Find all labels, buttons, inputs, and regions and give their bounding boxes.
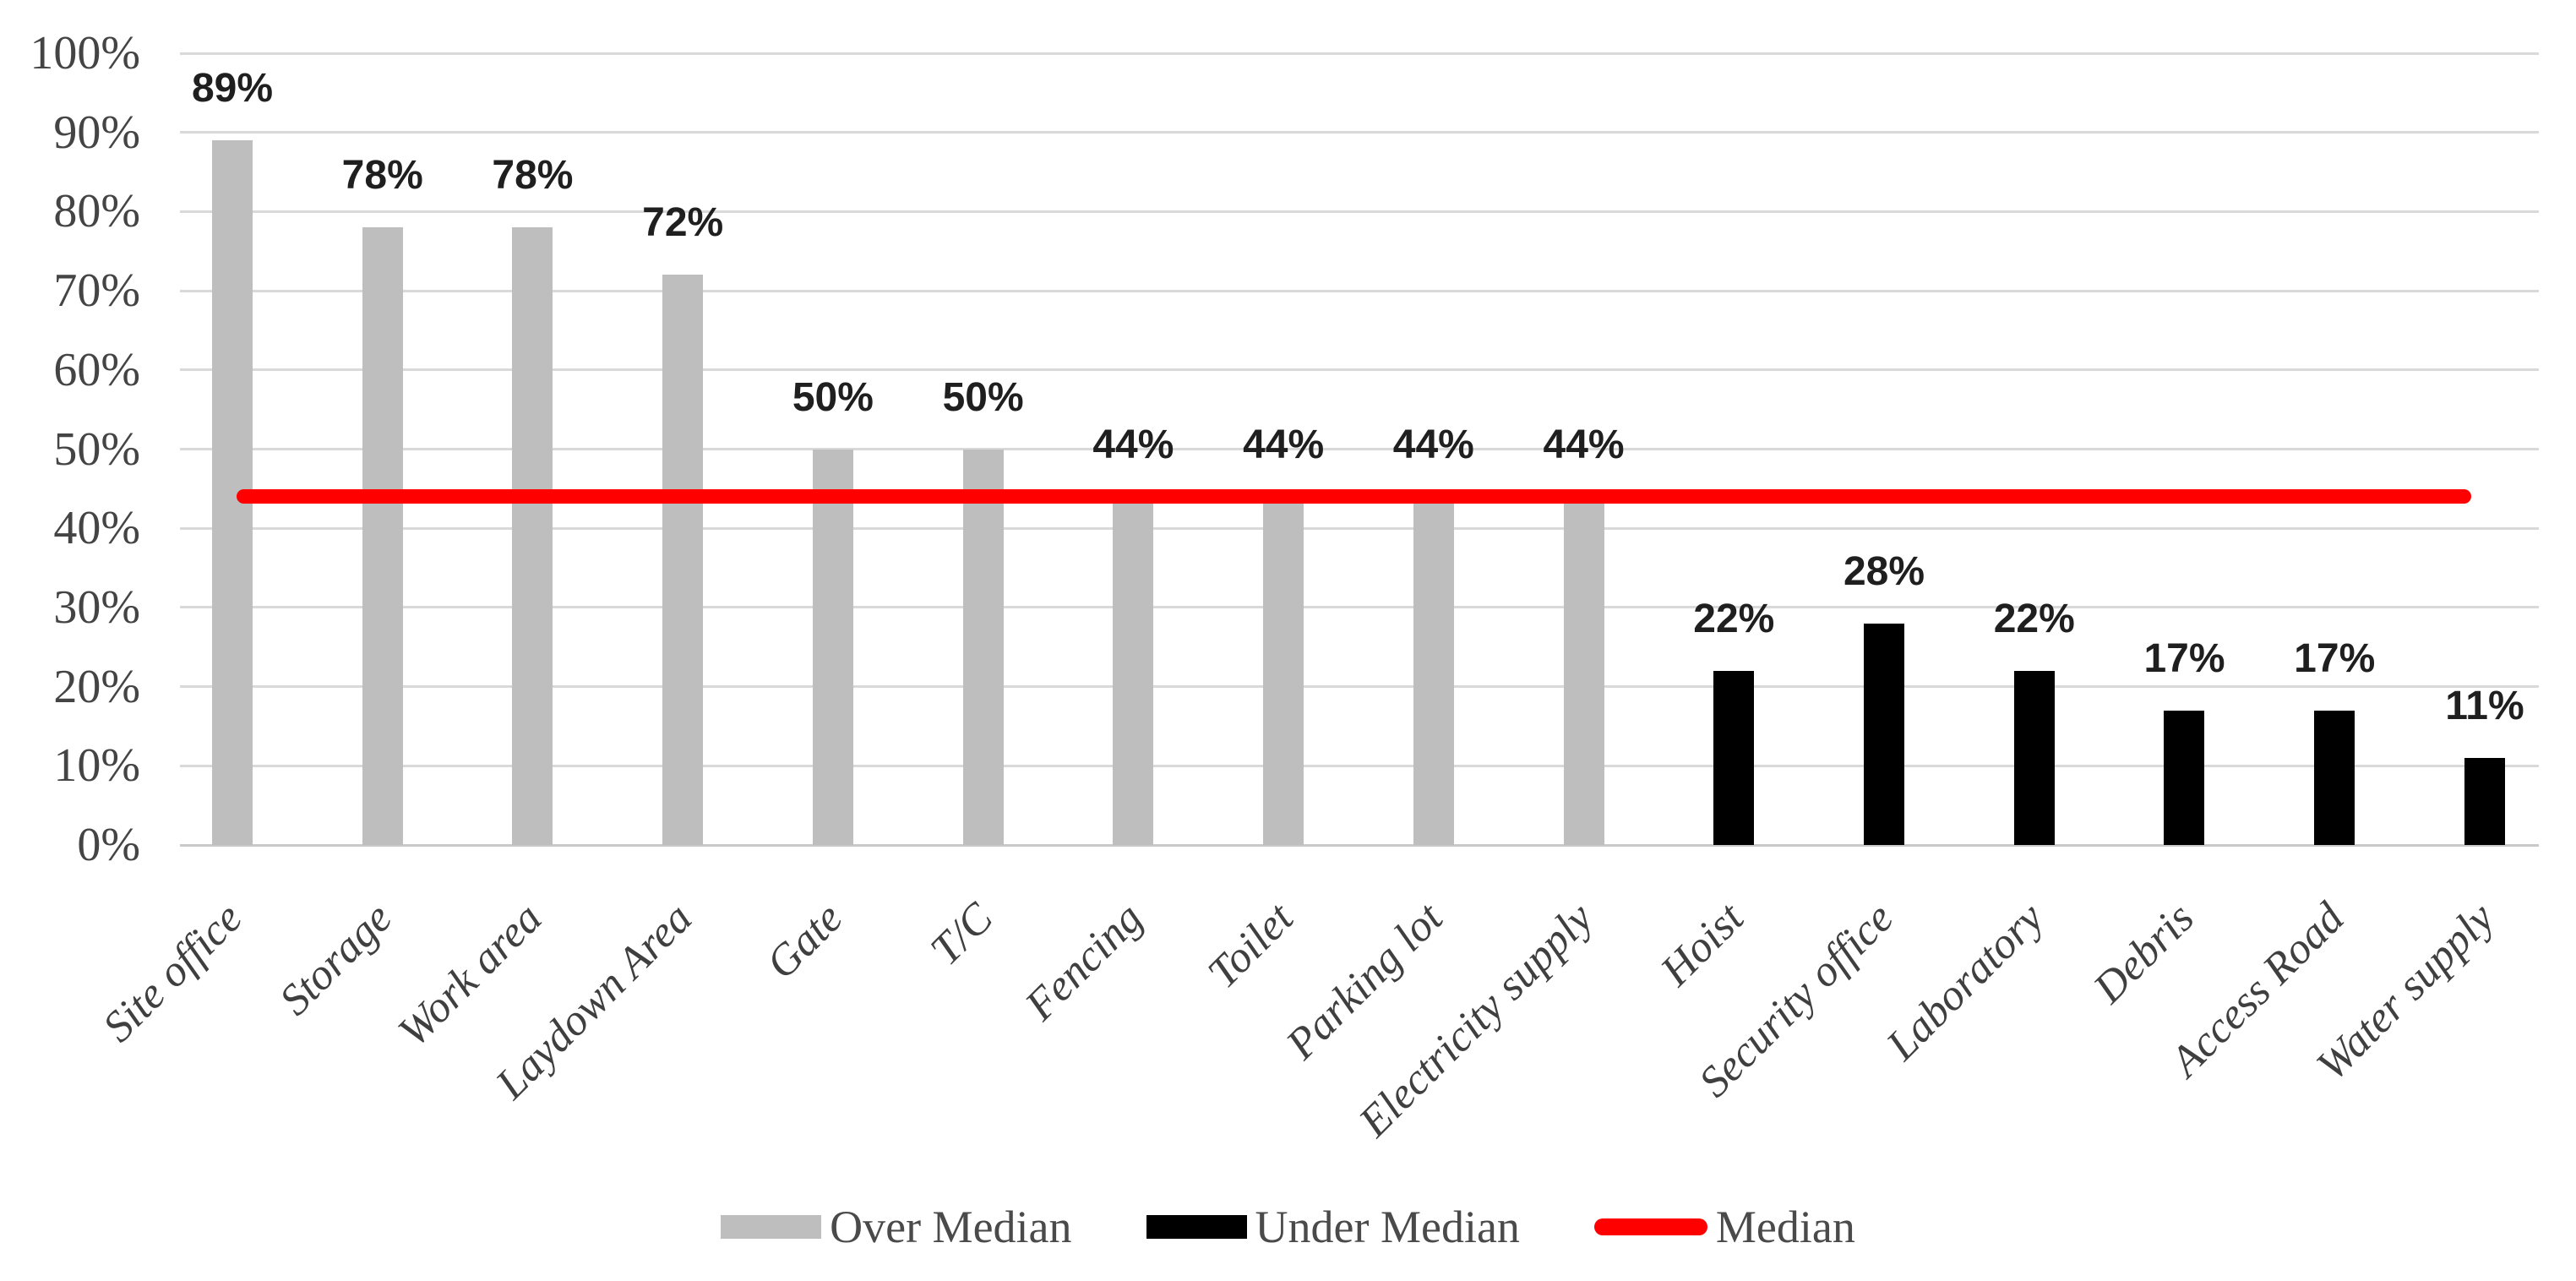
y-tick-label: 80% <box>53 185 140 238</box>
bar-value-label: 28% <box>1843 548 1925 594</box>
bar-work-area <box>512 227 553 845</box>
bar-security-office <box>1864 623 1905 845</box>
bar-electricity-supply <box>1563 496 1604 845</box>
y-tick-label: 30% <box>53 581 140 634</box>
bar-storage <box>362 227 403 845</box>
bar-t-c <box>962 449 1004 845</box>
bar-gate <box>812 449 853 845</box>
y-tick-label: 90% <box>53 106 140 159</box>
bar-value-label: 11% <box>2445 683 2524 728</box>
grid-line <box>180 764 2539 767</box>
grid-line <box>180 131 2539 134</box>
grid-line <box>180 289 2539 292</box>
y-tick-label: 60% <box>53 343 140 396</box>
median-line-swatch-icon <box>1593 1218 1707 1235</box>
x-category-label: Toilet <box>1198 893 1303 998</box>
bar-value-label: 17% <box>2294 635 2376 681</box>
y-tick-label: 10% <box>53 739 140 793</box>
legend-item-over-median: Over Median <box>721 1202 1072 1252</box>
bar-value-label: 78% <box>341 153 423 199</box>
bar-value-label: 50% <box>792 374 874 420</box>
x-category-label: Work area <box>389 893 552 1056</box>
plot-area: 89% 78% 78% 72% 50% 50% 44% 44% 44% 44% 22% 28% 22% 1… <box>180 52 2539 847</box>
grid-line <box>180 52 2539 55</box>
bar-value-label: 44% <box>1543 422 1625 467</box>
bar-value-label: 17% <box>2143 635 2225 681</box>
bar-debris <box>2164 710 2205 845</box>
y-tick-label: 50% <box>53 422 140 476</box>
bar-parking-lot <box>1413 496 1454 845</box>
over-median-swatch-icon <box>721 1215 822 1239</box>
x-category-label: Hoist <box>1651 893 1753 995</box>
bar-value-label: 50% <box>942 374 1024 420</box>
grid-line <box>180 685 2539 689</box>
bar-value-label: 44% <box>1243 422 1325 467</box>
median-line <box>237 489 2471 504</box>
bar-laboratory <box>2013 670 2055 845</box>
bar-value-label: 22% <box>1693 596 1775 641</box>
x-category-label: Gate <box>757 893 852 989</box>
bar-value-label: 22% <box>1993 596 2075 641</box>
bar-hoist <box>1713 670 1755 845</box>
y-tick-label: 70% <box>53 264 140 318</box>
grid-line <box>180 448 2539 450</box>
bar-laydown-area <box>662 275 704 845</box>
y-tick-label: 40% <box>53 502 140 555</box>
legend-item-median: Median <box>1593 1202 1855 1252</box>
legend-item-under-median: Under Median <box>1146 1202 1520 1252</box>
x-category-label: Debris <box>2084 893 2203 1013</box>
x-category-label: Laboratory <box>1877 893 2053 1070</box>
y-tick-label: 20% <box>53 660 140 713</box>
under-median-swatch-icon <box>1146 1215 1247 1239</box>
grid-line <box>180 368 2539 372</box>
x-axis-line <box>180 843 2539 847</box>
bar-fencing <box>1113 496 1154 845</box>
x-category-label: Storage <box>270 893 401 1025</box>
grid-line <box>180 526 2539 530</box>
grid-line <box>180 210 2539 213</box>
grid-line <box>180 606 2539 609</box>
legend-label: Median <box>1715 1202 1855 1252</box>
bar-access-road <box>2314 710 2355 845</box>
bar-water-supply <box>2464 757 2505 845</box>
legend-label: Under Median <box>1255 1202 1520 1252</box>
bar-value-label: 78% <box>492 153 574 199</box>
bar-value-label: 44% <box>1392 422 1474 467</box>
bar-toilet <box>1263 496 1304 845</box>
x-category-label: T/C <box>921 893 1002 975</box>
legend-label: Over Median <box>830 1202 1072 1252</box>
legend: Over Median Under Median Median <box>0 1202 2576 1252</box>
x-category-label: Site office <box>93 893 252 1052</box>
bar-value-label: 44% <box>1092 422 1174 467</box>
x-category-label: Fencing <box>1016 893 1152 1030</box>
y-tick-label: 100% <box>30 27 140 79</box>
bar-value-label: 72% <box>642 200 724 246</box>
y-tick-label: 0% <box>77 819 140 871</box>
bar-value-label: 89% <box>191 66 274 112</box>
